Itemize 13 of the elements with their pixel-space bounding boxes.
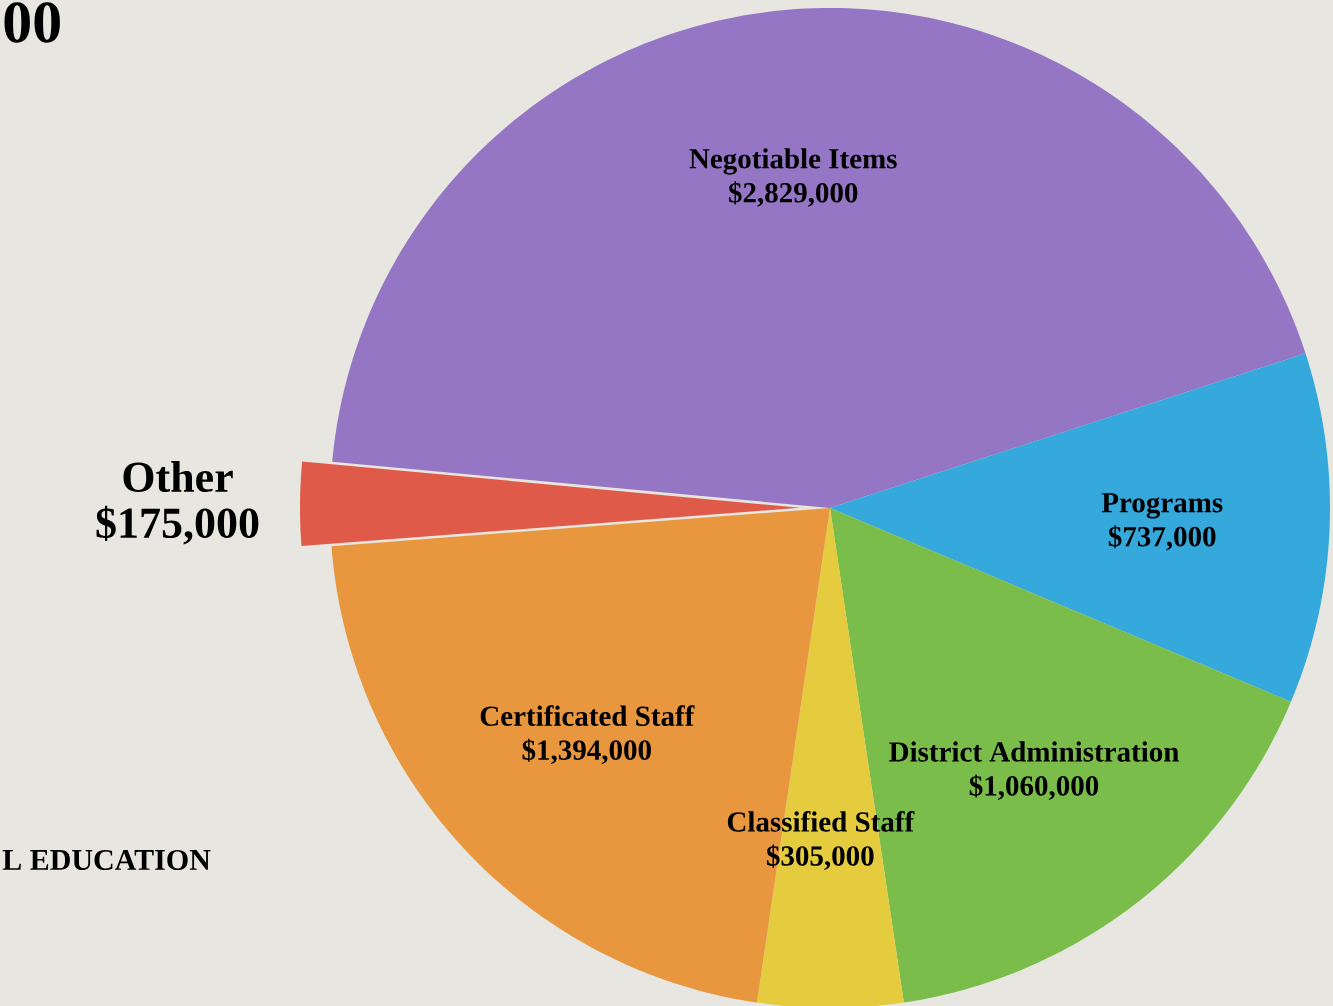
data-label: $1,394,000 — [522, 738, 651, 765]
data-label: $2,829,000 — [728, 181, 858, 207]
slice-label: Other — [123, 461, 233, 493]
text: L EDUCATION — [2, 849, 211, 871]
slice-label: Negotiable Items — [689, 148, 897, 175]
data-label: $1,060,000 — [969, 774, 1099, 800]
slice-label: Programs — [1101, 493, 1223, 519]
text: 00 — [4, 2, 60, 43]
data-label: $175,000 — [96, 505, 259, 545]
slice-label: Certificated Staff — [480, 705, 695, 726]
slice-label: District Administration — [889, 741, 1179, 762]
data-label: $737,000 — [1108, 525, 1216, 551]
data-label: $305,000 — [766, 844, 874, 870]
